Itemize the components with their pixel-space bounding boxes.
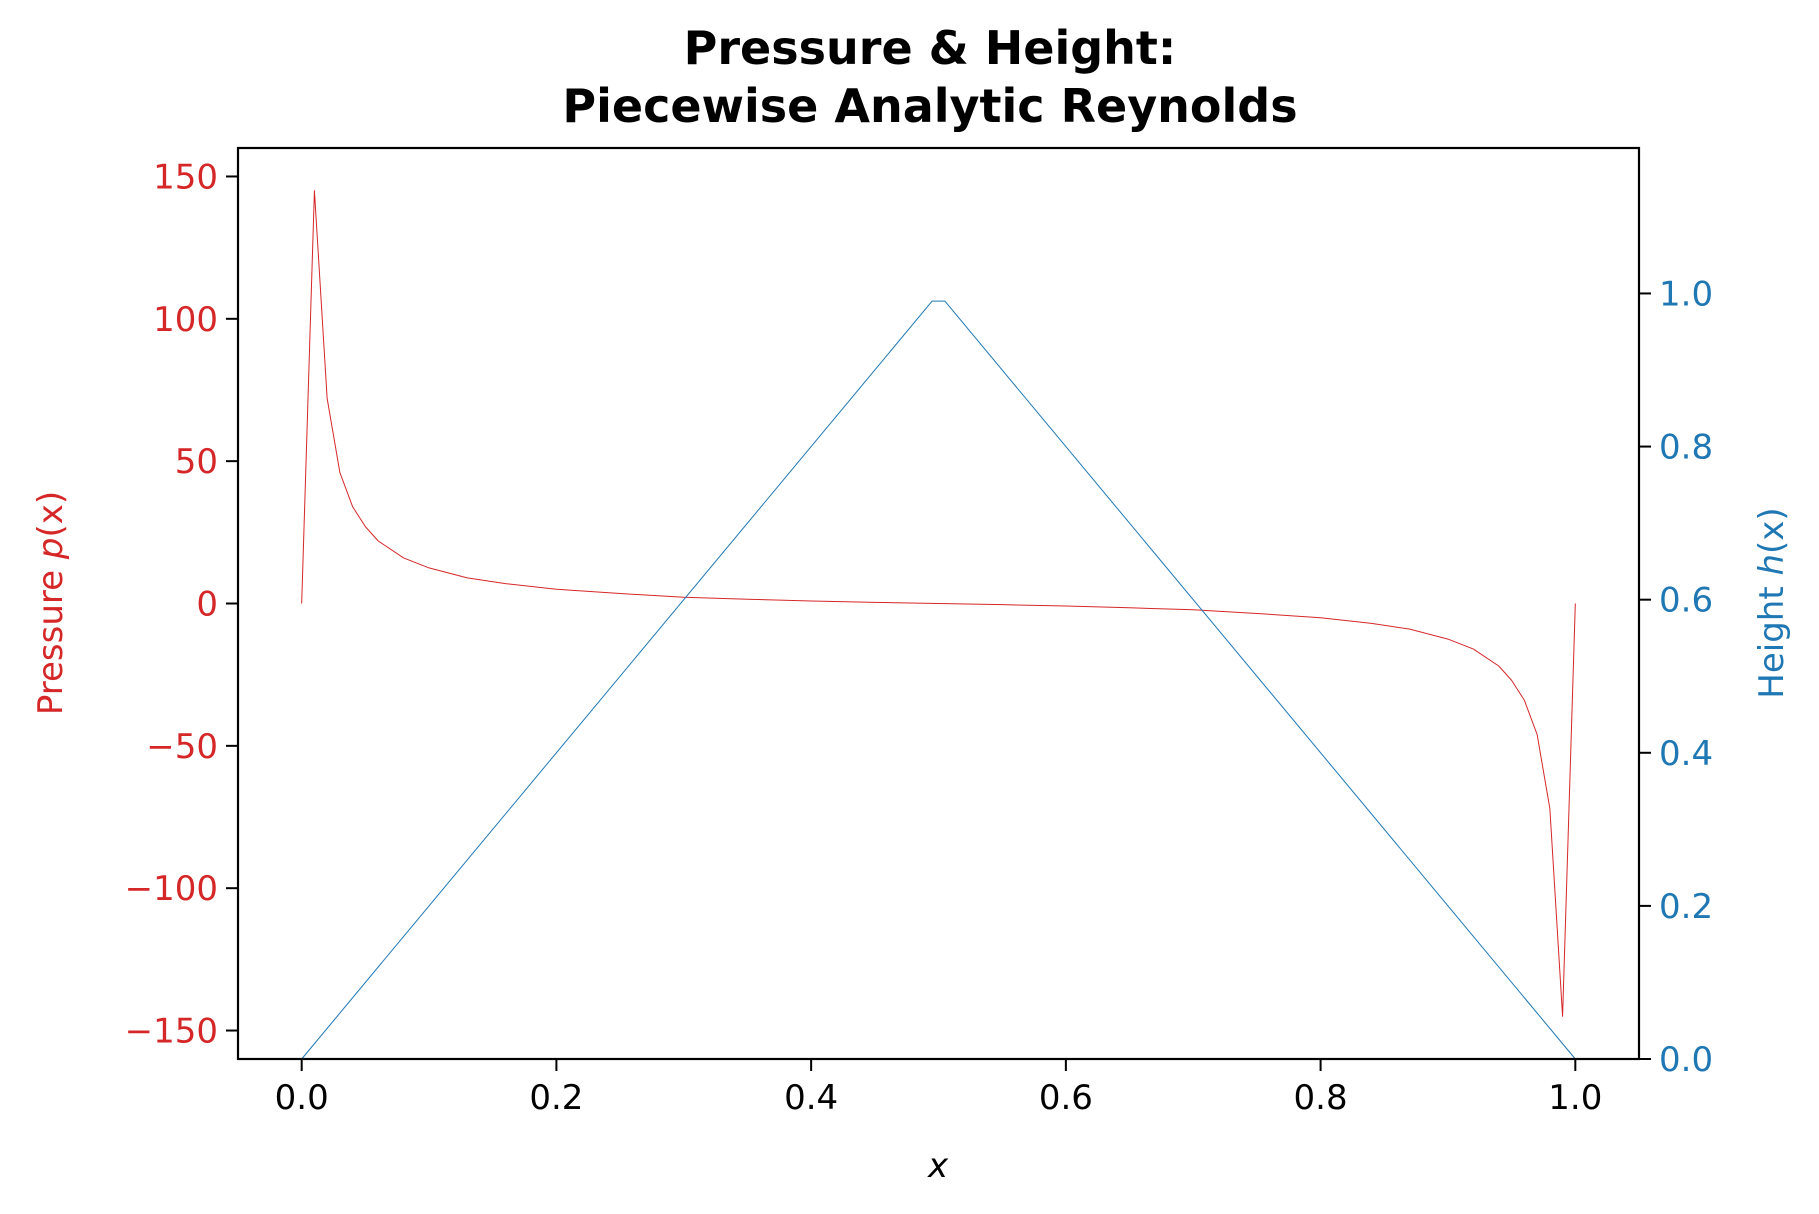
y-axis-right: 0.0 0.2 0.4 0.6 0.8 1.0 bbox=[1639, 274, 1713, 1080]
x-tick-label: 0.6 bbox=[1039, 1078, 1093, 1118]
y-axis-left-label-var: p bbox=[31, 538, 71, 561]
y-left-tick-label: 0 bbox=[196, 585, 218, 625]
y-axis-left-label: Pressure p(x) bbox=[31, 491, 71, 715]
y-right-tick-label: 0.4 bbox=[1659, 734, 1713, 774]
x-tick-label: 0.4 bbox=[784, 1078, 838, 1118]
y-left-tick-label: 50 bbox=[175, 442, 218, 482]
y-axis-right-label: Height h(x) bbox=[1752, 507, 1792, 698]
x-axis: 0.0 0.2 0.4 0.6 0.8 1.0 bbox=[275, 1059, 1602, 1118]
y-right-tick-label: 0.8 bbox=[1659, 428, 1713, 468]
y-axis-right-label-prefix: Height bbox=[1752, 576, 1792, 699]
x-tick-label: 0.8 bbox=[1294, 1078, 1348, 1118]
y-right-tick-label: 1.0 bbox=[1659, 274, 1713, 314]
x-tick-label: 0.2 bbox=[529, 1078, 583, 1118]
x-axis-label: x bbox=[927, 1146, 949, 1186]
chart-title-line-2: Piecewise Analytic Reynolds bbox=[562, 79, 1297, 133]
x-tick-label: 0.0 bbox=[275, 1078, 329, 1118]
y-axis-left-label-prefix: Pressure bbox=[31, 559, 71, 715]
y-left-tick-label: −150 bbox=[125, 1012, 218, 1052]
height-series-line bbox=[301, 300, 1576, 1060]
pressure-series-line bbox=[301, 190, 1576, 1017]
y-axis-right-label-suffix: (x) bbox=[1752, 507, 1792, 554]
y-right-tick-label: 0.6 bbox=[1659, 581, 1713, 621]
y-axis-left: 150 100 50 0 −50 −100 −150 bbox=[125, 157, 238, 1052]
y-left-tick-label: −50 bbox=[146, 727, 218, 767]
y-axis-right-label-var: h bbox=[1752, 554, 1792, 576]
series-lines bbox=[301, 190, 1576, 1060]
y-left-tick-label: 100 bbox=[153, 300, 218, 340]
y-axis-left-label-suffix: (x) bbox=[31, 491, 71, 538]
y-left-tick-label: 150 bbox=[153, 157, 218, 197]
y-right-tick-label: 0.2 bbox=[1659, 887, 1713, 927]
chart-title-line-1: Pressure & Height: bbox=[684, 21, 1177, 75]
y-right-tick-label: 0.0 bbox=[1659, 1040, 1713, 1080]
y-left-tick-label: −100 bbox=[125, 869, 218, 909]
x-tick-label: 1.0 bbox=[1548, 1078, 1602, 1118]
